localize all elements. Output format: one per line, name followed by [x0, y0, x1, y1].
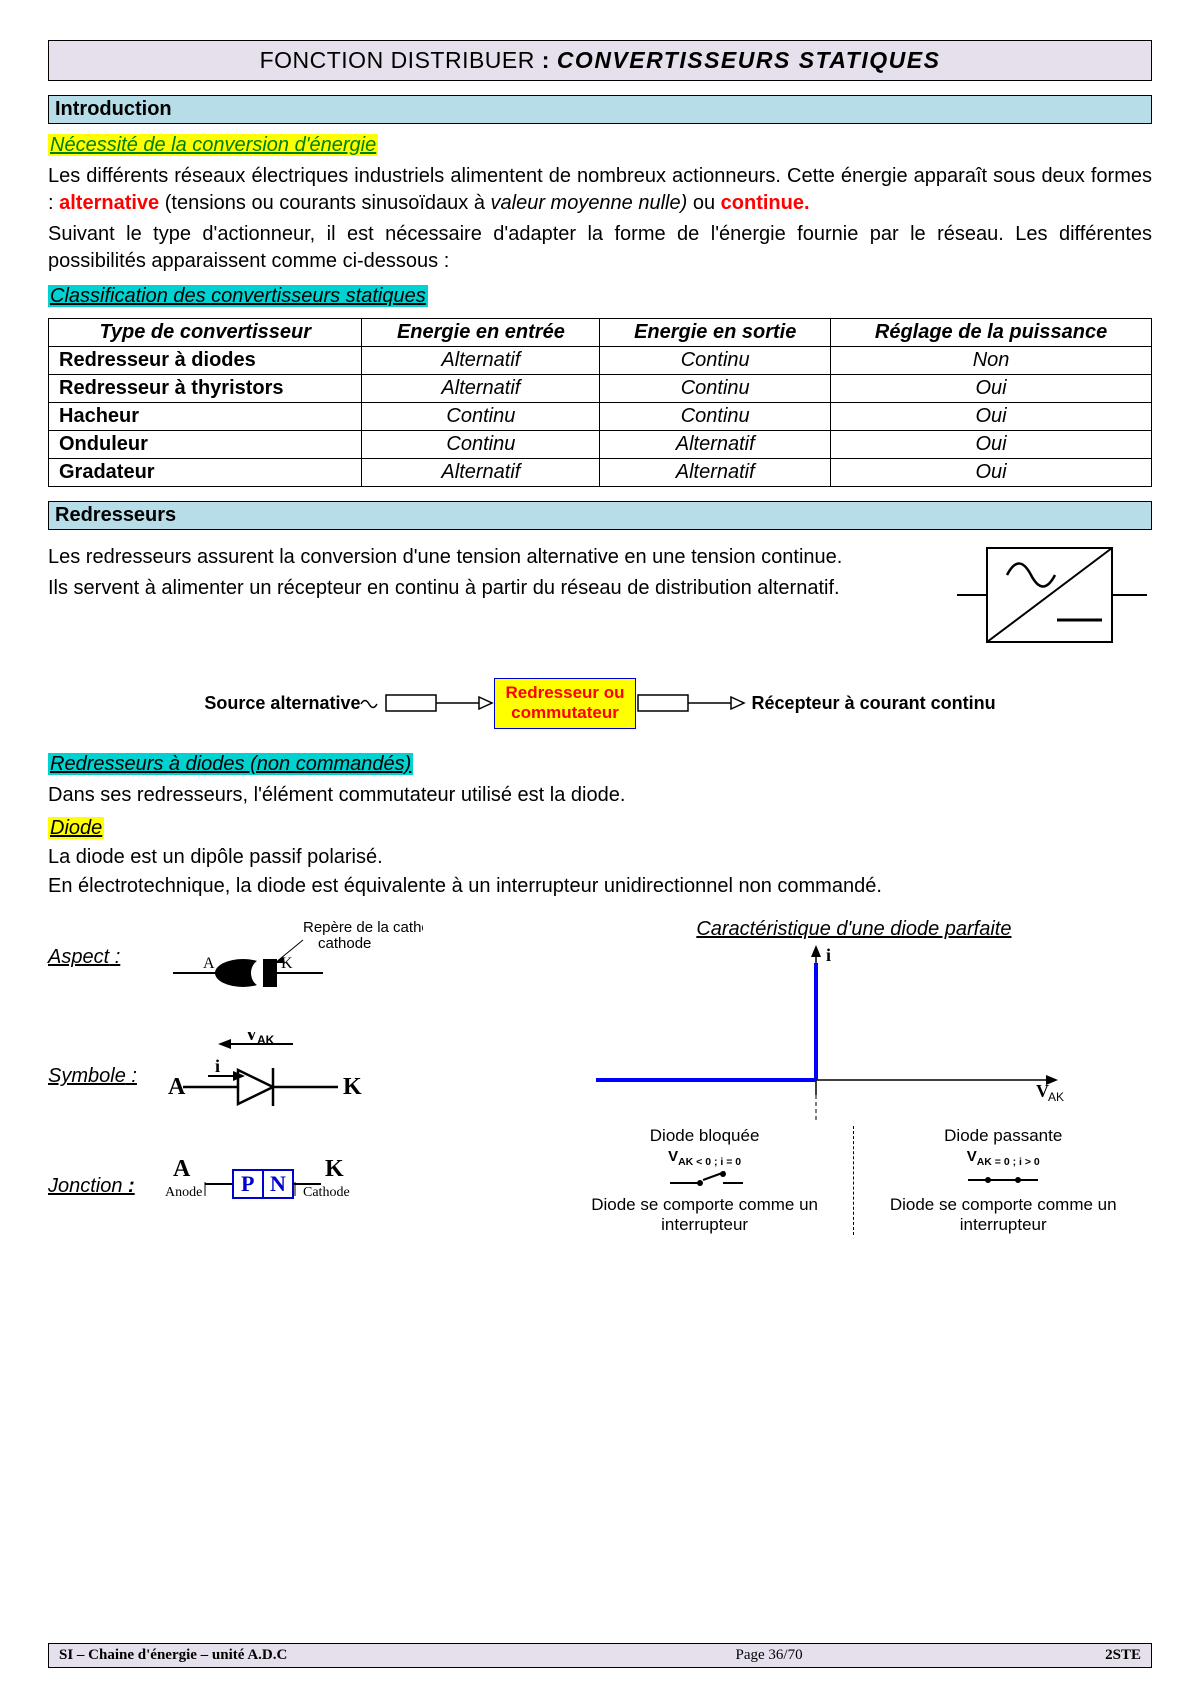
heading-red-diodes: Redresseurs à diodes (non commandés) — [48, 753, 413, 775]
svg-text:Cathode: Cathode — [303, 1185, 350, 1200]
svg-text:AK: AK — [257, 1033, 275, 1047]
arrow-icon — [384, 685, 494, 721]
page-footer: SI – Chaine d'énergie – unité A.D.C Page… — [48, 1643, 1152, 1668]
svg-text:N: N — [270, 1171, 286, 1196]
heading-classification: Classification des convertisseurs statiq… — [48, 285, 428, 307]
diode-blocked-state: Diode bloquée VAK < 0 ; i = 0 Diode se c… — [556, 1126, 854, 1235]
svg-text:AK: AK — [1048, 1090, 1064, 1104]
diode-p1: La diode est un dipôle passif polarisé. — [48, 844, 1152, 871]
table-header-row: Type de convertisseur Energie en entrée … — [49, 319, 1152, 347]
characteristic-chart: i VAK — [556, 945, 1076, 1120]
intro-paragraph-2: Suivant le type d'actionneur, il est néc… — [48, 221, 1152, 275]
svg-text:K: K — [325, 1156, 344, 1182]
diode-passing-state: Diode passante VAK = 0 ; i > 0 Diode se … — [853, 1126, 1152, 1235]
footer-right: 2STE — [938, 1647, 1141, 1664]
table-row: GradateurAlternatifAlternatifOui — [49, 459, 1152, 487]
redresseurs-p2: Ils servent à alimenter un récepteur en … — [48, 575, 932, 602]
flow-receiver-label: Récepteur à courant continu — [746, 693, 1002, 714]
heading-diode: Diode — [48, 817, 104, 839]
diode-characteristic: Caractéristique d'une diode parfaite i V… — [556, 918, 1152, 1235]
svg-text:K: K — [343, 1074, 362, 1100]
footer-left: SI – Chaine d'énergie – unité A.D.C — [59, 1647, 600, 1664]
converter-table: Type de convertisseur Energie en entrée … — [48, 318, 1152, 487]
footer-center: Page 36/70 — [600, 1647, 938, 1664]
svg-text:K: K — [281, 955, 293, 972]
svg-text:A: A — [203, 955, 215, 972]
title-colon: : — [542, 47, 557, 73]
intro-paragraph-1: Les différents réseaux électriques indus… — [48, 163, 1152, 217]
page-title: FONCTION DISTRIBUER : CONVERTISSEURS STA… — [48, 40, 1152, 81]
flow-diagram: Source alternative Redresseur oucommutat… — [48, 678, 1152, 729]
title-prefix: FONCTION DISTRIBUER — [260, 47, 542, 73]
svg-text:A: A — [168, 1074, 186, 1100]
red-diodes-intro: Dans ses redresseurs, l'élément commutat… — [48, 782, 1152, 809]
flow-converter-box: Redresseur oucommutateur — [494, 678, 635, 729]
svg-text:Repère de la cathode: Repère de la cathode — [303, 919, 423, 936]
redresseurs-p1: Les redresseurs assurent la conversion d… — [48, 544, 932, 571]
diode-p2: En électrotechnique, la diode est équiva… — [48, 873, 1152, 900]
table-row: Redresseur à thyristorsAlternatifContinu… — [49, 375, 1152, 403]
diode-symbole-row: Symbole : VAK A i K — [48, 1032, 536, 1122]
svg-text:Anode: Anode — [165, 1185, 202, 1200]
table-row: HacheurContinuContinuOui — [49, 403, 1152, 431]
heading-necessity: Nécessité de la conversion d'énergie — [48, 134, 378, 156]
diode-jonction-row: Jonction : A Anode P N K Cathode — [48, 1156, 536, 1218]
svg-text:cathode: cathode — [318, 935, 371, 952]
svg-text:A: A — [173, 1156, 191, 1182]
arrow-icon — [636, 685, 746, 721]
flow-source-label: Source alternative — [198, 693, 384, 714]
section-redresseurs: Redresseurs — [48, 501, 1152, 530]
section-introduction: Introduction — [48, 95, 1152, 124]
svg-text:i: i — [215, 1056, 220, 1076]
table-row: OnduleurContinuAlternatifOui — [49, 431, 1152, 459]
converter-symbol-icon — [957, 540, 1147, 650]
title-main: CONVERTISSEURS STATIQUES — [557, 47, 941, 73]
svg-text:P: P — [241, 1171, 254, 1196]
svg-text:i: i — [826, 945, 831, 965]
table-row: Redresseur à diodesAlternatifContinuNon — [49, 347, 1152, 375]
diode-aspect-row: Aspect : Repère de la cathode cathode A … — [48, 918, 536, 998]
